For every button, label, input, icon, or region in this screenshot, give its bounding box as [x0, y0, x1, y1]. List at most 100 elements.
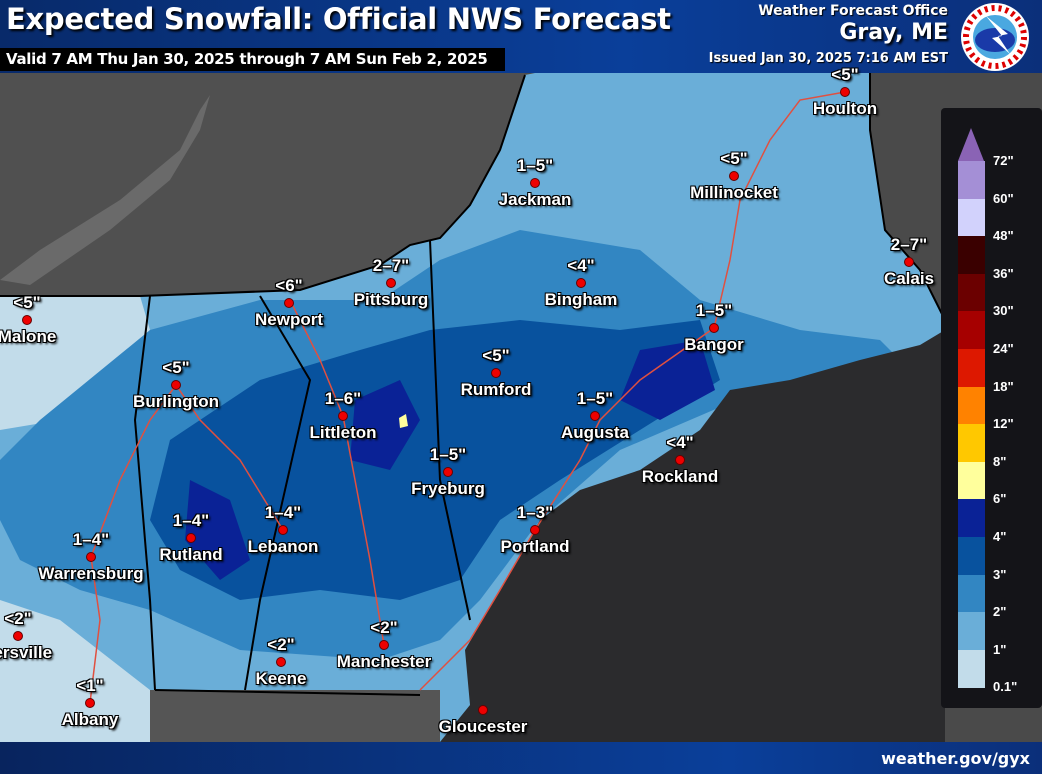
legend-swatch — [958, 612, 985, 651]
city-name: Augusta — [561, 423, 629, 442]
city-snow-amount: <4" — [666, 433, 694, 452]
city-snow-amount: <1" — [76, 676, 104, 695]
city-snow-amount: 1–4" — [72, 530, 110, 549]
city-name: Rumford — [460, 380, 532, 399]
city-marker — [840, 87, 850, 97]
city-snow-amount: <2" — [267, 635, 295, 654]
city-name: Portland — [500, 537, 570, 556]
city-snow-amount: <2" — [4, 609, 32, 628]
city-name: Millinocket — [690, 183, 778, 202]
legend-label: 3" — [993, 566, 1007, 582]
city-snow-amount: 1–4" — [264, 503, 302, 522]
city-marker — [186, 533, 196, 543]
city-marker — [278, 525, 288, 535]
legend-label: 4" — [993, 529, 1007, 544]
legend-swatch — [958, 128, 984, 161]
city-marker — [675, 455, 685, 465]
city-marker — [729, 171, 739, 181]
city-marker — [904, 257, 914, 267]
city-name: Manchester — [336, 652, 432, 671]
city-name: Bingham — [544, 290, 618, 309]
city-marker — [530, 178, 540, 188]
legend-swatch — [958, 311, 985, 350]
city-snow-amount: <5" — [162, 358, 190, 377]
city-name: Keene — [255, 669, 307, 688]
city-marker — [590, 411, 600, 421]
legend-label: 0.1" — [993, 679, 1018, 695]
city-marker — [478, 705, 488, 715]
ocean — [440, 330, 945, 742]
legend-label: 36" — [993, 265, 1014, 281]
city-name: Fryeburg — [411, 479, 485, 498]
city-marker — [379, 640, 389, 650]
legend-swatch — [958, 236, 985, 275]
city-name: Bangor — [684, 335, 744, 354]
legend-swatch — [958, 198, 985, 237]
city-marker — [443, 467, 453, 477]
city-name: Pittsburg — [353, 290, 429, 309]
legend-swatch — [958, 424, 985, 463]
city-snow-amount: 1–5" — [695, 301, 733, 320]
city-snow-amount: <2" — [370, 618, 398, 637]
city-name: Newport — [255, 310, 323, 329]
city-name: Rutland — [159, 545, 223, 564]
city-snow-amount: 1–3" — [516, 503, 554, 522]
legend-swatch — [958, 386, 985, 425]
city-snow-amount: 1–5" — [576, 389, 614, 408]
legend-swatch — [958, 574, 985, 613]
legend-label: 12" — [993, 416, 1014, 432]
city-snow-amount: 1–5" — [516, 156, 554, 175]
legend-label: 60" — [993, 190, 1014, 206]
legend-label: 8" — [993, 453, 1007, 469]
office-city: Gray, ME — [839, 20, 948, 45]
legend-label: 30" — [993, 303, 1014, 319]
city-marker — [85, 698, 95, 708]
city-marker — [709, 323, 719, 333]
city-marker — [22, 315, 32, 325]
city-name: Rockland — [641, 467, 719, 486]
city-snow-amount: 1–4" — [172, 511, 210, 530]
legend-swatch — [958, 461, 985, 500]
city-marker — [338, 411, 348, 421]
city-snow-amount: <5" — [482, 346, 510, 365]
issued-time: Issued Jan 30, 2025 7:16 AM EST — [708, 51, 948, 66]
city-snow-amount: 1–5" — [429, 445, 467, 464]
city-marker — [284, 298, 294, 308]
legend-label: 6" — [993, 491, 1007, 507]
city-name: Gloucester — [438, 717, 528, 736]
city-name: versville — [0, 643, 53, 662]
city-snow-amount: 1–6" — [324, 389, 362, 408]
office-label: Weather Forecast Office — [758, 3, 948, 19]
legend: 72" 60" 48" 36" 30" 24" 18" 12" 8" 6" 4" 3" 2" 1" 0.1" — [941, 108, 1042, 708]
city-marker — [386, 278, 396, 288]
city-snow-amount: <5" — [13, 293, 41, 312]
city-snow-amount: <4" — [567, 256, 595, 275]
city-snow-amount: <5" — [720, 149, 748, 168]
website-link[interactable]: weather.gov/gyx — [881, 749, 1030, 768]
city-name: Jackman — [498, 190, 572, 209]
page-title: Expected Snowfall: Official NWS Forecast — [6, 2, 671, 36]
footer-bar — [0, 742, 1042, 774]
city-name: Lebanon — [247, 537, 319, 556]
city-name: Malone — [0, 327, 57, 346]
nws-logo-icon — [961, 3, 1029, 71]
city-marker — [491, 368, 501, 378]
legend-label: 18" — [993, 378, 1014, 394]
city-snow-amount: 2–7" — [372, 256, 410, 275]
valid-bar — [0, 48, 505, 71]
legend-swatch — [958, 499, 985, 538]
city-snow-amount: <6" — [275, 276, 303, 295]
city-name: Calais — [883, 269, 935, 288]
city-marker — [576, 278, 586, 288]
city-marker — [13, 631, 23, 641]
legend-swatch — [958, 273, 985, 312]
legend-label: 48" — [993, 228, 1014, 244]
city-name: Burlington — [133, 392, 219, 411]
city-marker — [530, 525, 540, 535]
city-name: Albany — [61, 710, 119, 729]
legend-swatch — [958, 537, 985, 576]
city-marker — [171, 380, 181, 390]
valid-period: Valid 7 AM Thu Jan 30, 2025 through 7 AM… — [6, 50, 488, 68]
city-name: Warrensburg — [38, 564, 144, 583]
city-snow-amount: <5" — [831, 65, 859, 84]
